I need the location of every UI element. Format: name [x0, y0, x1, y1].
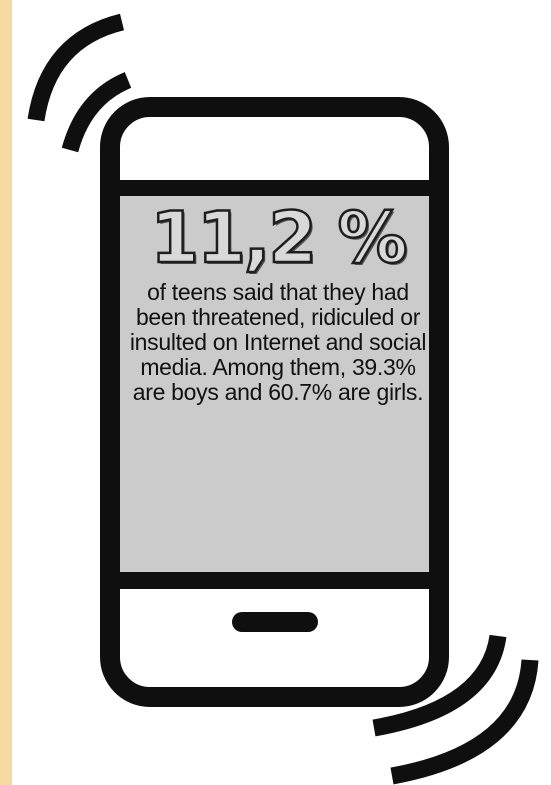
vibration-waves-top-icon [27, 13, 132, 153]
phone-screen [120, 188, 429, 580]
screen-bottom-bezel-line [120, 572, 429, 589]
statistic-description: of teens said that they had been threate… [129, 279, 427, 405]
screen-top-bezel-line [120, 180, 429, 196]
accent-strip [0, 0, 12, 785]
home-button [232, 612, 318, 632]
phone-icon [100, 97, 449, 707]
vibration-waves-bottom-icon [372, 634, 539, 785]
screen-content: 11,2 % of teens said that they had been … [126, 196, 430, 405]
statistic-value: 11,2 % [149, 197, 409, 280]
